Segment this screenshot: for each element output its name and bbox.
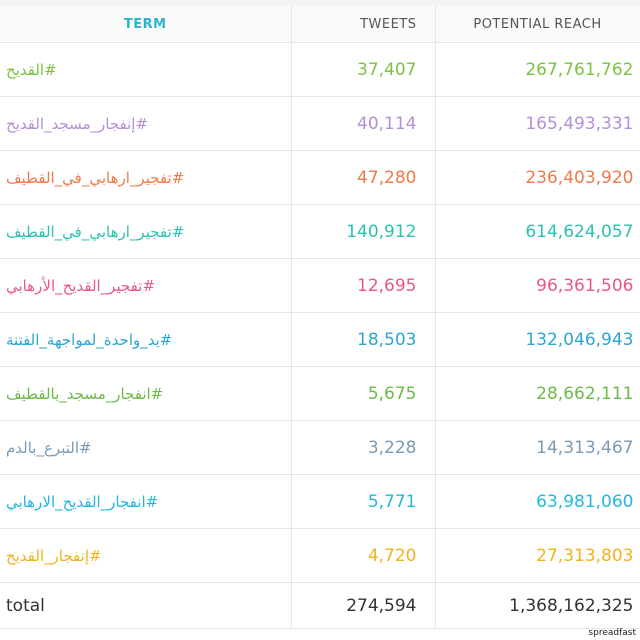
tweets-cell: 40,114 [291,96,436,151]
tweets-cell: 37,407 [291,42,436,97]
tweets-cell: 4,720 [291,528,436,583]
term-cell: التبرع_بالدم# [0,420,292,475]
term-cell: تفجير_القديح_الأرهابي# [0,258,292,313]
reach-cell: 28,662,111 [435,366,640,421]
term-cell: إنفجار_مسجد_القديح# [0,96,292,151]
tweets-cell: 5,675 [291,366,436,421]
total-tweets: 274,594 [291,582,436,629]
table-row[interactable]: إنفجار_القديح# 4,720 27,313,803 [0,528,640,583]
total-row: total 274,594 1,368,162,325 [0,582,640,629]
reach-cell: 63,981,060 [435,474,640,529]
column-header-term[interactable]: TERM [0,6,292,43]
term-cell: إنفجار_القديح# [0,528,292,583]
tweets-cell: 12,695 [291,258,436,313]
reach-cell: 132,046,943 [435,312,640,367]
table-row[interactable]: التبرع_بالدم# 3,228 14,313,467 [0,420,640,475]
top-margin [0,0,640,6]
tweets-cell: 5,771 [291,474,436,529]
hashtag-stats-table: TERM TWEETS POTENTIAL REACH القديح# 37,40… [0,6,640,629]
reach-cell: 27,313,803 [435,528,640,583]
term-cell: تفجير_ارهابي_في_القطيف# [0,204,292,259]
term-cell: القديح# [0,42,292,97]
reach-cell: 14,313,467 [435,420,640,475]
total-reach: 1,368,162,325 [435,582,640,629]
reach-cell: 236,403,920 [435,150,640,205]
reach-cell: 96,361,506 [435,258,640,313]
table-row[interactable]: انفجار_القديح_الارهابي# 5,771 63,981,060 [0,474,640,529]
table-row[interactable]: يد_واحدة_لمواجهة_الفتنة# 18,503 132,046,94… [0,312,640,367]
tweets-cell: 47,280 [291,150,436,205]
term-cell: انفجار_القديح_الارهابي# [0,474,292,529]
table-row[interactable]: إنفجار_مسجد_القديح# 40,114 165,493,331 [0,96,640,151]
reach-cell: 267,761,762 [435,42,640,97]
reach-cell: 614,624,057 [435,204,640,259]
tweets-cell: 3,228 [291,420,436,475]
column-header-tweets[interactable]: TWEETS [291,6,436,43]
term-cell: تفجير_ارهابي_في_القطيف# [0,150,292,205]
tweets-cell: 18,503 [291,312,436,367]
table-row[interactable]: القديح# 37,407 267,761,762 [0,42,640,97]
table-row[interactable]: تفجير_القديح_الأرهابي# 12,695 96,361,506 [0,258,640,313]
table-row[interactable]: تفجير_ارهابي_في_القطيف# 140,912 614,624,05… [0,204,640,259]
tweets-cell: 140,912 [291,204,436,259]
table-row[interactable]: انفجار_مسجد_بالقطيف# 5,675 28,662,111 [0,366,640,421]
reach-cell: 165,493,331 [435,96,640,151]
watermark-logo: spreadfast [588,628,636,638]
column-header-potential-reach[interactable]: POTENTIAL REACH [435,6,640,43]
table-header-row: TERM TWEETS POTENTIAL REACH [0,6,640,43]
term-cell: يد_واحدة_لمواجهة_الفتنة# [0,312,292,367]
total-label: total [0,582,292,629]
table-row[interactable]: تفجير_ارهابي_في_القطيف# 47,280 236,403,920 [0,150,640,205]
term-cell: انفجار_مسجد_بالقطيف# [0,366,292,421]
